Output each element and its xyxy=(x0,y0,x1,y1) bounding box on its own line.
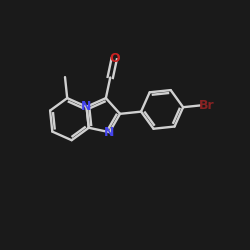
Text: O: O xyxy=(109,52,120,65)
Text: N: N xyxy=(81,100,92,113)
Text: Br: Br xyxy=(198,99,214,112)
Text: N: N xyxy=(104,126,115,139)
